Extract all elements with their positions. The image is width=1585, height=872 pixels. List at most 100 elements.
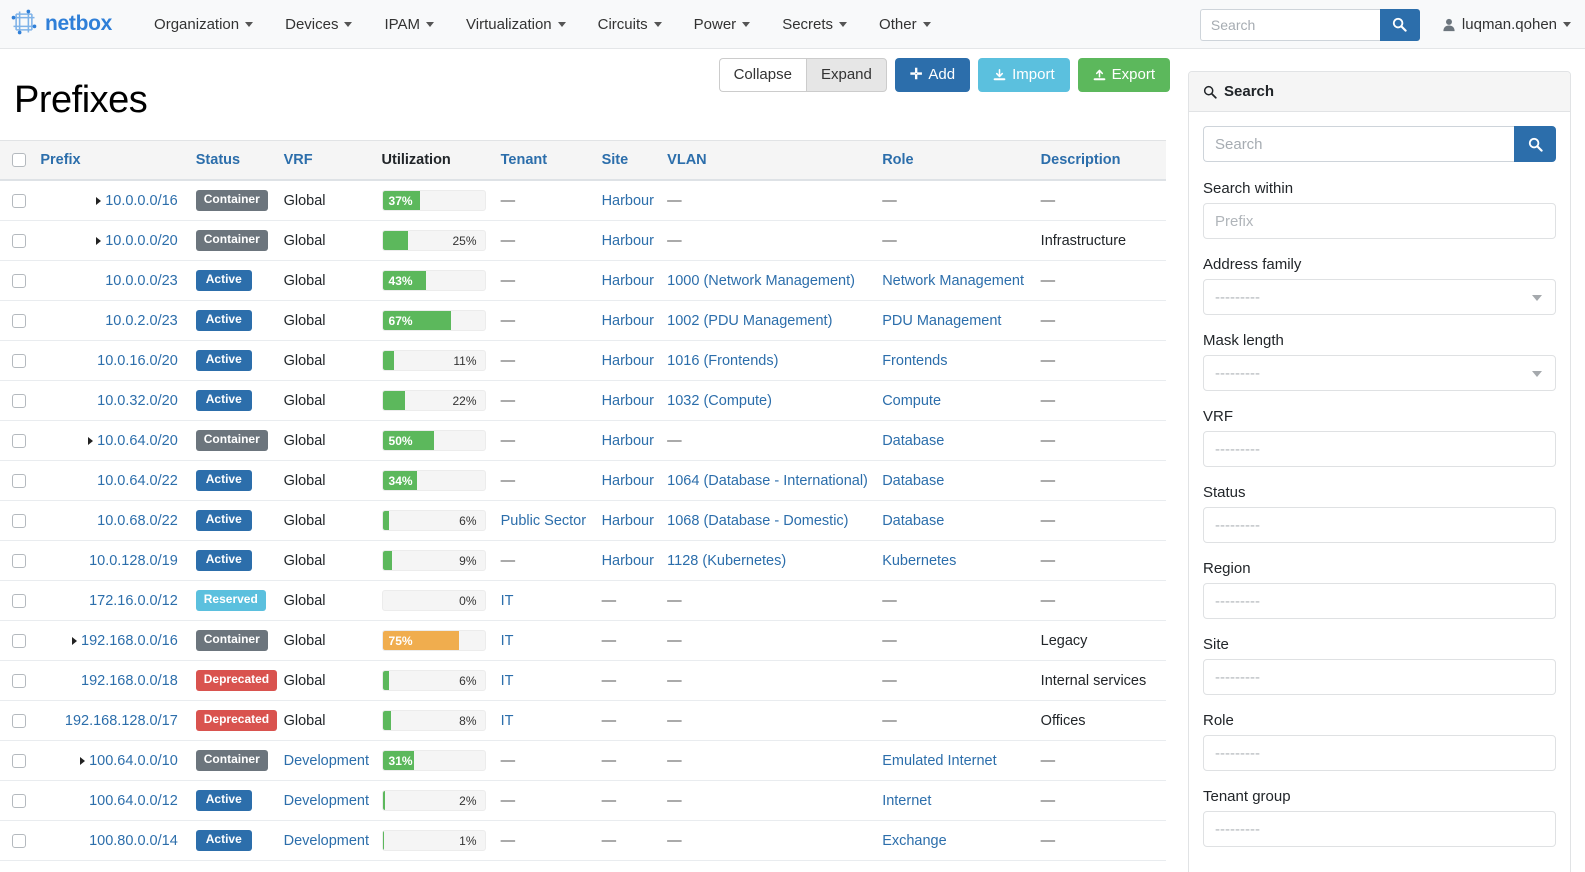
- prefix-link[interactable]: 192.168.0.0/18: [81, 672, 178, 689]
- prefix-link[interactable]: 172.16.0.0/12: [89, 592, 178, 609]
- column-header-vrf[interactable]: VRF: [277, 140, 376, 181]
- role-link[interactable]: Emulated Internet: [882, 752, 997, 769]
- site-link[interactable]: Harbour: [601, 552, 654, 569]
- user-menu[interactable]: luqman.qohen: [1442, 16, 1571, 33]
- column-header-description[interactable]: Description: [1034, 140, 1166, 181]
- vlan-link[interactable]: 1000 (Network Management): [667, 272, 855, 289]
- vrf-link[interactable]: Development: [283, 792, 370, 809]
- column-header-site[interactable]: Site: [595, 140, 662, 181]
- row-checkbox[interactable]: [12, 193, 26, 208]
- expand-button[interactable]: Expand: [805, 58, 887, 92]
- row-checkbox[interactable]: [12, 433, 26, 448]
- filter-mask-length-field[interactable]: ---------: [1203, 355, 1556, 391]
- role-link[interactable]: Database: [882, 432, 945, 449]
- prefix-link[interactable]: 100.64.0.0/10: [89, 752, 178, 769]
- row-checkbox[interactable]: [12, 553, 26, 568]
- vrf-link[interactable]: Development: [283, 752, 370, 769]
- vlan-link[interactable]: 1016 (Frontends): [667, 352, 779, 369]
- role-link[interactable]: Kubernetes: [882, 552, 957, 569]
- select-all-checkbox[interactable]: [12, 153, 26, 168]
- global-search-input[interactable]: [1199, 8, 1380, 41]
- vlan-link[interactable]: 1068 (Database - Domestic): [667, 512, 849, 529]
- row-checkbox[interactable]: [12, 273, 26, 288]
- filter-site-field[interactable]: ---------: [1203, 659, 1556, 695]
- prefix-link[interactable]: 10.0.68.0/22: [97, 512, 178, 529]
- row-checkbox[interactable]: [12, 233, 26, 248]
- row-checkbox[interactable]: [12, 753, 26, 768]
- filter-tenant-group-field[interactable]: ---------: [1203, 811, 1556, 847]
- tenant-link[interactable]: IT: [500, 632, 514, 649]
- import-button[interactable]: Import: [978, 58, 1070, 92]
- filter-status-field[interactable]: ---------: [1203, 507, 1556, 543]
- row-checkbox[interactable]: [12, 833, 26, 848]
- nav-item-circuits[interactable]: Circuits: [582, 8, 678, 41]
- role-link[interactable]: Frontends: [882, 352, 948, 369]
- filter-region-field[interactable]: ---------: [1203, 583, 1556, 619]
- role-link[interactable]: PDU Management: [882, 312, 1002, 329]
- add-button[interactable]: ✛ Add: [894, 58, 971, 92]
- filter-role-field[interactable]: ---------: [1203, 735, 1556, 771]
- prefix-link[interactable]: 100.64.0.0/12: [89, 792, 178, 809]
- prefix-link[interactable]: 10.0.128.0/19: [89, 552, 178, 569]
- role-link[interactable]: Database: [882, 512, 945, 529]
- nav-item-ipam[interactable]: IPAM: [368, 8, 450, 41]
- role-link[interactable]: Internet: [882, 792, 932, 809]
- expand-triangle-icon[interactable]: [96, 196, 102, 205]
- nav-item-virtualization[interactable]: Virtualization: [450, 8, 582, 41]
- row-checkbox[interactable]: [12, 713, 26, 728]
- prefix-link[interactable]: 10.0.64.0/20: [97, 432, 178, 449]
- column-header-status[interactable]: Status: [189, 140, 278, 181]
- role-link[interactable]: Exchange: [882, 832, 947, 849]
- prefix-link[interactable]: 192.168.0.0/16: [81, 632, 178, 649]
- vlan-link[interactable]: 1128 (Kubernetes): [667, 552, 787, 569]
- export-button[interactable]: Export: [1077, 58, 1170, 92]
- role-link[interactable]: Compute: [882, 392, 942, 409]
- expand-triangle-icon[interactable]: [96, 236, 102, 245]
- site-link[interactable]: Harbour: [601, 232, 654, 249]
- role-link[interactable]: Database: [882, 472, 945, 489]
- row-checkbox[interactable]: [12, 473, 26, 488]
- tenant-link[interactable]: IT: [500, 712, 514, 729]
- prefix-link[interactable]: 10.0.0.0/23: [105, 272, 178, 289]
- prefix-link[interactable]: 10.0.32.0/20: [97, 392, 178, 409]
- nav-item-organization[interactable]: Organization: [138, 8, 269, 41]
- site-link[interactable]: Harbour: [601, 392, 654, 409]
- collapse-button[interactable]: Collapse: [718, 58, 806, 92]
- nav-item-devices[interactable]: Devices: [269, 8, 368, 41]
- vlan-link[interactable]: 1064 (Database - International): [667, 472, 868, 489]
- global-search-button[interactable]: [1379, 8, 1420, 41]
- prefix-link[interactable]: 100.80.0.0/14: [89, 832, 178, 849]
- prefix-link[interactable]: 192.168.128.0/17: [64, 712, 178, 729]
- expand-triangle-icon[interactable]: [80, 756, 86, 765]
- prefix-link[interactable]: 10.0.16.0/20: [97, 352, 178, 369]
- row-checkbox[interactable]: [12, 793, 26, 808]
- vlan-link[interactable]: 1002 (PDU Management): [667, 312, 833, 329]
- role-link[interactable]: Network Management: [882, 272, 1025, 289]
- column-header-tenant[interactable]: Tenant: [494, 140, 596, 181]
- filter-vrf-field[interactable]: ---------: [1203, 431, 1556, 467]
- prefix-link[interactable]: 10.0.0.0/16: [105, 192, 178, 209]
- filter-search-within-field[interactable]: Prefix: [1203, 203, 1556, 239]
- site-link[interactable]: Harbour: [601, 272, 654, 289]
- site-link[interactable]: Harbour: [601, 432, 654, 449]
- expand-triangle-icon[interactable]: [88, 436, 94, 445]
- nav-item-power[interactable]: Power: [678, 8, 767, 41]
- vrf-link[interactable]: Development: [283, 832, 370, 849]
- nav-item-other[interactable]: Other: [863, 8, 947, 41]
- prefix-link[interactable]: 10.0.64.0/22: [97, 472, 178, 489]
- vlan-link[interactable]: 1032 (Compute): [667, 392, 772, 409]
- expand-triangle-icon[interactable]: [72, 636, 77, 645]
- brand-logo[interactable]: netbox: [10, 8, 112, 41]
- column-header-role[interactable]: Role: [876, 140, 1035, 181]
- row-checkbox[interactable]: [12, 673, 26, 688]
- row-checkbox[interactable]: [12, 593, 26, 608]
- site-link[interactable]: Harbour: [601, 472, 654, 489]
- site-link[interactable]: Harbour: [601, 512, 654, 529]
- column-header-prefix[interactable]: Prefix: [34, 140, 190, 181]
- column-header-vlan[interactable]: VLAN: [661, 140, 877, 181]
- nav-item-secrets[interactable]: Secrets: [766, 8, 863, 41]
- prefix-link[interactable]: 10.0.0.0/20: [105, 232, 178, 249]
- panel-search-input[interactable]: [1203, 126, 1514, 162]
- row-checkbox[interactable]: [12, 313, 26, 328]
- filter-address-family-field[interactable]: ---------: [1203, 279, 1556, 315]
